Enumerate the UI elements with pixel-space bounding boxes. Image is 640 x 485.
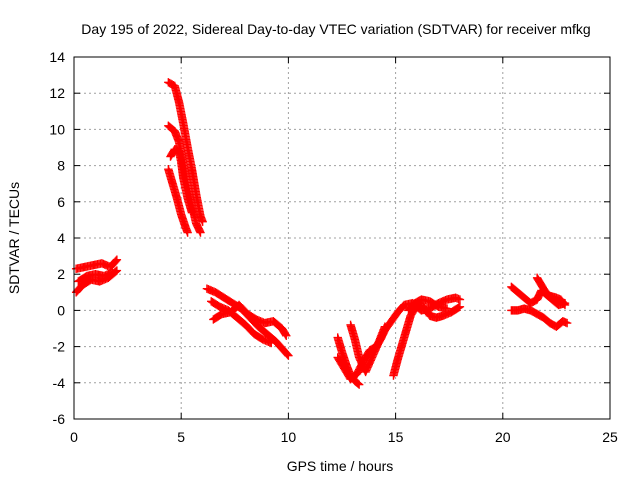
y-tick-label: 6 [57, 194, 65, 210]
y-tick-label: 2 [57, 266, 65, 282]
x-tick-label: 25 [602, 429, 618, 445]
data-point [281, 330, 290, 339]
x-tick-label: 20 [495, 429, 511, 445]
y-tick-label: 4 [57, 230, 65, 246]
data-point [442, 304, 452, 313]
data-point [112, 266, 122, 275]
data-point [283, 350, 292, 359]
data-point [560, 300, 570, 310]
x-tick-label: 0 [70, 429, 78, 445]
data-point [111, 256, 121, 265]
x-tick-label: 5 [177, 429, 185, 445]
data-point [183, 228, 192, 237]
x-tick-label: 10 [281, 429, 297, 445]
y-tick-label: -2 [53, 339, 66, 355]
x-tick-label: 15 [388, 429, 404, 445]
data-point [455, 295, 465, 304]
y-tick-label: 10 [49, 121, 65, 137]
x-axis-label: GPS time / hours [287, 458, 394, 474]
y-tick-label: 12 [49, 85, 65, 101]
data-point [380, 322, 390, 331]
data-point [282, 331, 291, 340]
data-point [455, 302, 465, 311]
data-point [559, 299, 569, 309]
axis-ticks: 0 5 10 15 20 25 -6 -4 -2 0 2 4 6 8 10 12 14 [49, 49, 618, 445]
y-tick-label: 8 [57, 158, 65, 174]
data-point [354, 380, 364, 389]
data-point [108, 268, 117, 277]
y-tick-label: -6 [53, 411, 66, 427]
data-point [454, 303, 463, 312]
data-point [353, 379, 363, 388]
chart-title: Day 195 of 2022, Sidereal Day-to-day VTE… [81, 21, 590, 37]
data-point [284, 351, 293, 360]
y-tick-label: 0 [57, 302, 65, 318]
y-tick-label: 14 [49, 49, 65, 65]
data-point [267, 338, 276, 348]
y-axis-label: SDTVAR / TECUs [6, 182, 22, 294]
data-point [187, 208, 197, 217]
y-tick-label: -4 [53, 375, 66, 391]
data-point [111, 267, 121, 276]
data-point [112, 255, 122, 264]
data-points [71, 78, 572, 389]
data-point [562, 318, 572, 328]
data-point [196, 228, 205, 237]
data-point [198, 217, 207, 226]
